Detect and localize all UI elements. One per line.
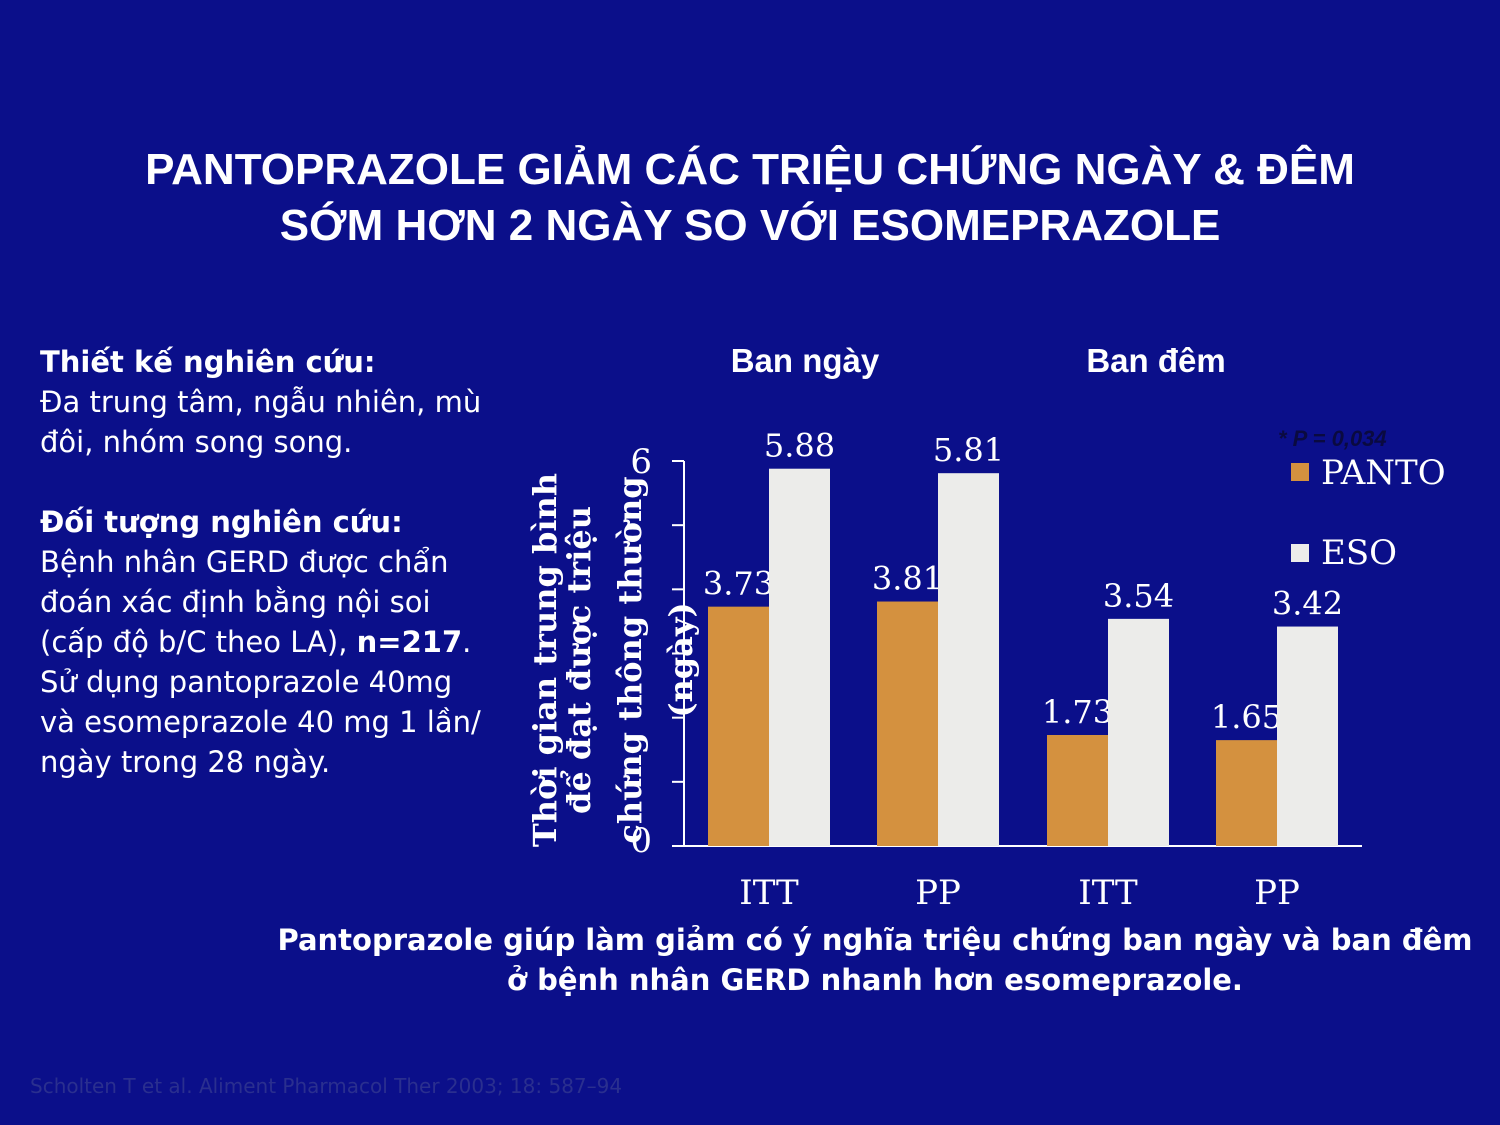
data-label: 3.73 bbox=[703, 565, 774, 603]
citation: Scholten T et al. Aliment Pharmacol Ther… bbox=[30, 1074, 623, 1098]
data-label: 3.81 bbox=[872, 560, 943, 598]
study-design-text: Đa trung tâm, ngẫu nhiên, mù đôi, nhóm s… bbox=[40, 385, 482, 459]
y-tick-label: 6 bbox=[630, 442, 652, 482]
legend-swatch-panto bbox=[1291, 463, 1309, 481]
study-info-panel: Thiết kế nghiên cứu: Đa trung tâm, ngẫu … bbox=[40, 342, 490, 782]
bar-panto bbox=[1047, 734, 1108, 846]
title-line-2: SỚM HƠN 2 NGÀY SO VỚI ESOMEPRAZOLE bbox=[279, 201, 1221, 250]
x-tick-label: PP bbox=[915, 873, 961, 913]
study-subjects-heading: Đối tượng nghiên cứu: bbox=[40, 505, 403, 539]
data-label: 3.42 bbox=[1272, 585, 1343, 623]
bar-eso bbox=[769, 468, 830, 846]
y-tick-label: 0 bbox=[630, 821, 652, 861]
conclusion: Pantoprazole giúp làm giảm có ý nghĩa tr… bbox=[260, 920, 1490, 1000]
bar-eso bbox=[1108, 618, 1169, 846]
bar-eso bbox=[938, 473, 999, 846]
sample-size: n=217 bbox=[356, 625, 463, 659]
data-label: 3.54 bbox=[1103, 577, 1174, 615]
subjects-text-a: Bệnh nhân GERD được chẩn đoán xác định b… bbox=[40, 545, 449, 659]
bar-panto bbox=[708, 606, 769, 846]
y-axis-label-line: chứng thông thường bbox=[611, 476, 649, 843]
y-axis-label-line: để đạt được triệu bbox=[559, 506, 598, 814]
slide-title: PANTOPRAZOLE GIẢM CÁC TRIỆU CHỨNG NGÀY &… bbox=[0, 142, 1500, 254]
subjects-text-b: . Sử dụng pantoprazole 40mg và esomepraz… bbox=[40, 625, 481, 779]
x-tick-label: ITT bbox=[739, 873, 799, 913]
legend-label-eso: ESO bbox=[1321, 533, 1397, 573]
conclusion-line-1: Pantoprazole giúp làm giảm có ý nghĩa tr… bbox=[277, 923, 1473, 957]
bar-panto bbox=[1216, 740, 1277, 846]
data-label: 1.65 bbox=[1211, 698, 1282, 736]
bar-panto bbox=[877, 601, 938, 846]
group-label-day: Ban ngày bbox=[731, 342, 880, 379]
group-label-night: Ban đêm bbox=[1086, 342, 1225, 379]
x-tick-label: PP bbox=[1254, 873, 1300, 913]
data-label: 5.88 bbox=[764, 427, 835, 465]
data-label: 1.73 bbox=[1042, 693, 1113, 731]
legend-label-panto: PANTO bbox=[1321, 453, 1446, 493]
y-axis-label-line: (ngày) bbox=[662, 602, 700, 717]
conclusion-line-2: ở bệnh nhân GERD nhanh hơn esomeprazole. bbox=[507, 963, 1243, 997]
x-tick-label: ITT bbox=[1078, 873, 1138, 913]
study-subjects-text: Bệnh nhân GERD được chẩn đoán xác định b… bbox=[40, 542, 490, 782]
y-axis-label-line: Thời gian trung bình bbox=[526, 473, 564, 847]
study-design-heading: Thiết kế nghiên cứu: bbox=[40, 345, 376, 379]
legend-swatch-eso bbox=[1291, 544, 1309, 562]
data-label: 5.81 bbox=[933, 431, 1004, 469]
title-line-1: PANTOPRAZOLE GIẢM CÁC TRIỆU CHỨNG NGÀY &… bbox=[145, 145, 1355, 194]
p-value-annotation: * P = 0,034 bbox=[1278, 426, 1387, 451]
bar-eso bbox=[1277, 626, 1338, 846]
